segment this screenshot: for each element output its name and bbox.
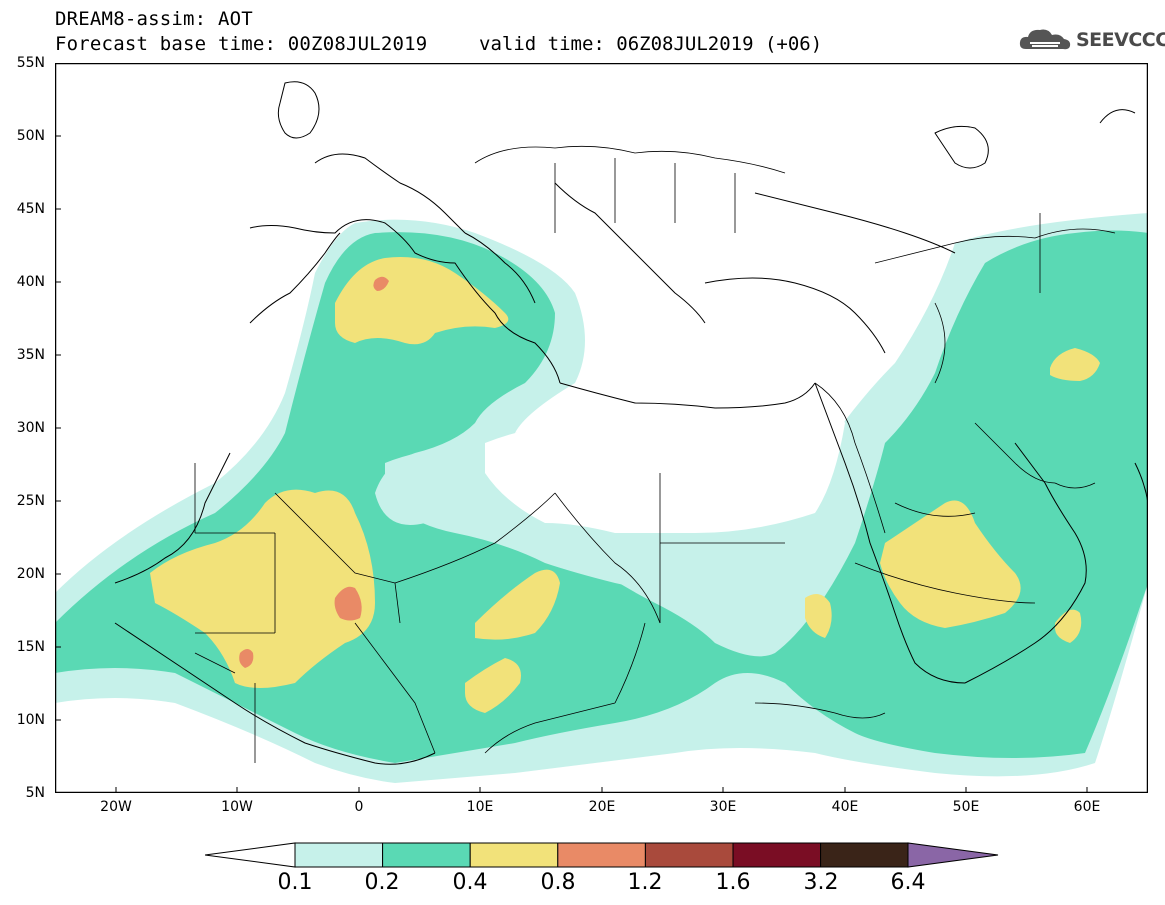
lat-label-55n: 55N bbox=[16, 55, 45, 71]
lon-label-0: 0 bbox=[354, 799, 364, 815]
colorbar-label: 1.6 bbox=[715, 870, 751, 895]
colorbar-cell bbox=[469, 842, 559, 868]
lat-label-15n: 15N bbox=[16, 639, 45, 655]
lat-label-20n: 20N bbox=[16, 566, 45, 582]
aot-band-0.4 bbox=[150, 257, 1100, 713]
lat-label-5n: 5N bbox=[25, 785, 45, 801]
lon-label-60e: 60E bbox=[1073, 799, 1101, 815]
lon-label-30e: 30E bbox=[709, 799, 737, 815]
axis-ticks bbox=[55, 135, 1088, 793]
lon-label-20w: 20W bbox=[100, 799, 132, 815]
lon-label-40e: 40E bbox=[831, 799, 859, 815]
map-title: DREAM8-assim: AOT bbox=[55, 8, 253, 30]
logo-text: SEEVCCC bbox=[1076, 29, 1165, 51]
colorbar-cell bbox=[557, 842, 646, 868]
lon-label-50e: 50E bbox=[952, 799, 980, 815]
colorbar-label: 3.2 bbox=[803, 870, 839, 895]
lat-label-50n: 50N bbox=[16, 128, 45, 144]
cloud-logo-icon bbox=[1019, 29, 1071, 50]
aot-band-0.8 bbox=[239, 276, 389, 668]
colorbar-high-arrow bbox=[907, 842, 999, 868]
lon-label-10e: 10E bbox=[466, 799, 494, 815]
lon-label-20e: 20E bbox=[588, 799, 616, 815]
colorbar-label: 0.2 bbox=[364, 870, 400, 895]
aot-map bbox=[55, 63, 1148, 793]
colorbar-cell bbox=[382, 842, 471, 868]
colorbar-cell bbox=[732, 842, 822, 868]
coastlines bbox=[114, 219, 1148, 765]
valid-time: valid time: 06Z08JUL2019 (+06) bbox=[479, 33, 823, 55]
lat-label-40n: 40N bbox=[16, 274, 45, 290]
aot-clear-region bbox=[485, 383, 845, 533]
colorbar-cells bbox=[294, 842, 909, 868]
europe-coastlines bbox=[277, 81, 1136, 354]
colorbar-cell bbox=[644, 842, 734, 868]
lon-label-10w: 10W bbox=[221, 799, 253, 815]
seevccc-logo: SEEVCCC bbox=[1018, 27, 1165, 53]
lat-label-45n: 45N bbox=[16, 201, 45, 217]
colorbar-cell bbox=[294, 842, 384, 868]
colorbar-low-arrow bbox=[205, 842, 296, 868]
colorbar-cell bbox=[820, 842, 909, 868]
lat-label-35n: 35N bbox=[16, 347, 45, 363]
colorbar-label: 6.4 bbox=[890, 870, 926, 895]
colorbar-label: 1.2 bbox=[627, 870, 663, 895]
country-borders bbox=[194, 145, 1116, 763]
colorbar bbox=[205, 842, 999, 868]
lat-label-25n: 25N bbox=[16, 493, 45, 509]
colorbar-label: 0.4 bbox=[452, 870, 488, 895]
water-features bbox=[814, 382, 1096, 534]
colorbar-label: 0.1 bbox=[277, 870, 313, 895]
forecast-base-time: Forecast base time: 00Z08JUL2019 bbox=[55, 33, 428, 55]
lat-label-10n: 10N bbox=[16, 712, 45, 728]
colorbar-label: 0.8 bbox=[540, 870, 576, 895]
lat-label-30n: 30N bbox=[16, 420, 45, 436]
